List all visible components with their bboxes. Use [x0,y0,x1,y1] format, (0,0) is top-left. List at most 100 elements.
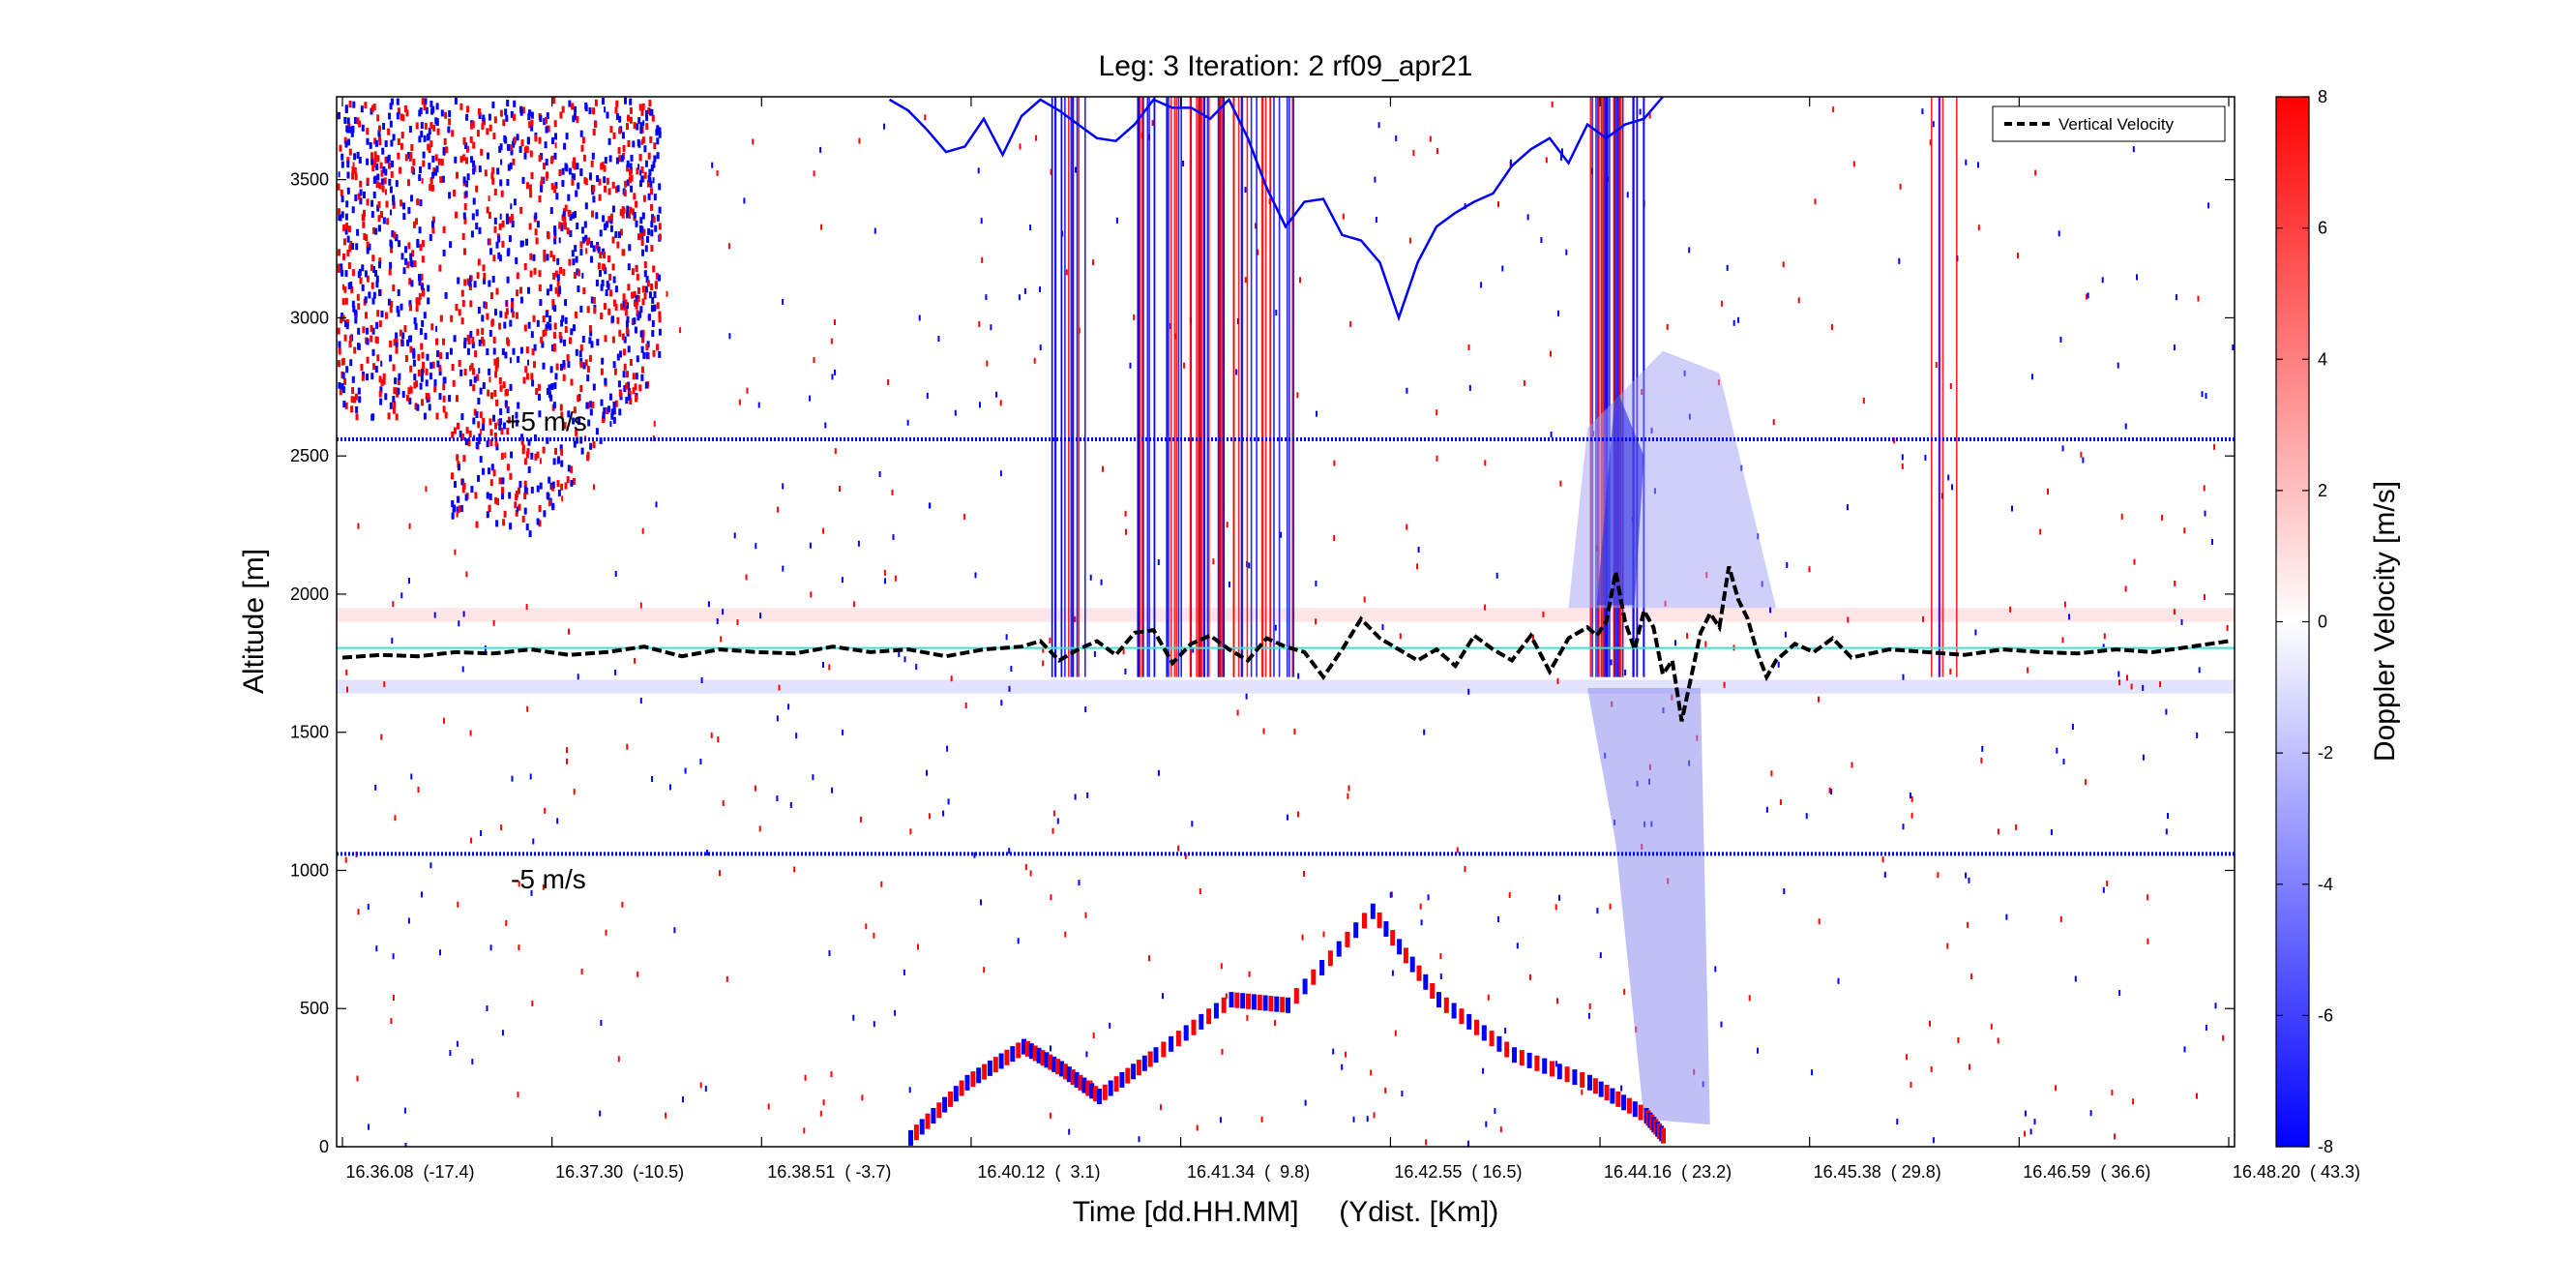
echo-speckle [635,395,637,403]
speck [374,784,377,791]
speck [539,458,542,464]
echo-speckle [551,302,555,310]
echo-speckle [567,209,571,217]
echo-speckle [616,316,620,324]
speck [457,901,459,908]
echo-speckle [407,387,411,395]
echo-speckle [481,327,485,335]
echo-speckle [595,212,599,220]
echo-speckle [523,152,527,160]
echo-speckle [581,336,585,343]
echo-speckle [553,152,557,160]
echo-speckle [515,419,518,427]
echo-speckle [624,97,627,105]
echo-speckle [626,160,630,167]
echo-speckle [507,416,511,424]
speck [604,106,607,113]
echo-speckle [622,293,626,301]
ground-echo-mark [970,1071,976,1088]
echo-speckle [500,428,504,435]
ground-echo-mark [1632,1101,1638,1118]
speck [853,601,856,608]
colorbar-tick-label: 4 [2318,349,2327,369]
speck [1439,973,1442,979]
echo-speckle [416,198,420,206]
speck [1293,728,1296,734]
echo-speckle [436,350,440,357]
speck [725,975,728,982]
speck [410,773,413,780]
echo-speckle [418,226,422,234]
echo-speckle [392,284,396,291]
echo-speckle [602,215,606,223]
speck [609,421,612,428]
echo-speckle [576,163,579,170]
echo-speckle [390,139,394,147]
echo-speckle [592,129,596,135]
ground-echo-mark [942,1096,948,1113]
echo-speckle [338,111,341,119]
echo-speckle [348,148,352,156]
speck [2117,671,2120,677]
echo-speckle [647,193,651,200]
echo-speckle [575,255,578,263]
echo-speckle [477,474,481,482]
ground-echo-mark [1024,1040,1030,1057]
speck [1581,1089,1584,1095]
speck [1315,581,1318,586]
speck [2071,724,2074,730]
speck [1033,357,1036,364]
echo-speckle [407,206,411,214]
speck [822,527,825,534]
speck [1805,813,1808,820]
echo-speckle [451,472,454,480]
echo-speckle [636,123,639,131]
echo-speckle [640,108,644,116]
speck [1770,770,1773,777]
speck [859,816,862,823]
echo-speckle [633,122,637,130]
speck [1732,319,1735,326]
speck [462,611,465,617]
echo-speckle [509,319,513,327]
echo-speckle [341,357,345,365]
speck [2198,667,2201,674]
echo-speckle [486,511,489,519]
ground-echo-mark [1055,1059,1061,1075]
speck [2062,759,2065,764]
echo-speckle [366,275,370,283]
echo-speckle [491,276,495,284]
echo-speckle [523,507,527,515]
echo-speckle [482,114,486,122]
ground-echo-mark [1615,1091,1621,1107]
ground-echo-mark [1423,973,1429,990]
echo-speckle [462,455,466,463]
echo-speckle [485,302,488,310]
echo-speckle [620,155,624,163]
speck [1199,888,1201,894]
echo-speckle [620,303,624,311]
echo-speckle [465,113,469,121]
echo-speckle [433,385,437,393]
echo-speckle [464,142,468,150]
echo-speckle [363,209,366,217]
echo-speckle [548,391,551,399]
echo-speckle [626,327,629,335]
echo-speckle [643,171,647,179]
echo-speckle [495,520,499,527]
echo-speckle [489,330,492,337]
speck [1395,135,1398,141]
echo-speckle [385,200,389,208]
echo-speckle [527,321,531,329]
echo-speckle [382,123,386,130]
echo-speckle [586,306,590,314]
speck [787,704,790,710]
echo-speckle [435,412,439,420]
echo-speckle [401,332,405,340]
echo-speckle [366,128,370,135]
ground-echo-mark [1153,1047,1159,1063]
echo-speckle [636,298,639,306]
echo-speckle [612,401,616,408]
speck [1133,314,1136,320]
echo-speckle [559,364,563,371]
